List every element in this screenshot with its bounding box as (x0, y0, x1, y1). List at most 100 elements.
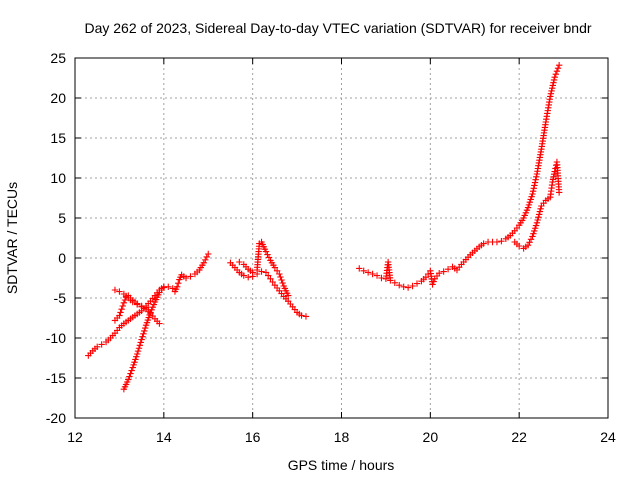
data-point (277, 273, 284, 281)
data-point (547, 90, 555, 97)
data-point (249, 269, 256, 276)
data-point (121, 296, 129, 304)
data-point (156, 320, 163, 327)
data-point (165, 283, 172, 290)
data-point (550, 76, 558, 84)
data-point (276, 270, 283, 278)
x-tick-label: 20 (423, 429, 439, 445)
data-point (396, 282, 403, 289)
data-point (555, 62, 563, 69)
data-point (258, 268, 265, 275)
data-point (529, 190, 536, 198)
data-point (134, 347, 142, 355)
y-axis-label: SDTVAR / TECUs (4, 182, 20, 294)
data-point (525, 201, 533, 209)
data-point (391, 279, 398, 286)
data-point (532, 176, 539, 183)
data-point (527, 236, 535, 243)
data-point (120, 299, 128, 306)
data-point (436, 270, 443, 277)
data-point (553, 68, 561, 75)
grid-lines (75, 58, 608, 418)
data-point (440, 268, 447, 275)
data-point (139, 333, 146, 340)
data-point (535, 214, 542, 221)
data-point (140, 330, 147, 338)
data-point (132, 356, 139, 363)
data-point (285, 292, 292, 299)
data-point (373, 272, 381, 279)
y-tick-label: -5 (54, 290, 67, 306)
x-tick-label: 18 (334, 429, 350, 445)
data-point (548, 87, 555, 95)
data-point (203, 253, 210, 261)
data-point (551, 168, 558, 175)
data-point (175, 280, 182, 287)
y-tick-label: -10 (46, 330, 66, 346)
data-point (498, 238, 505, 245)
data-point (529, 187, 537, 195)
data-point (265, 254, 273, 261)
data-point (126, 373, 133, 380)
data-point (262, 248, 270, 255)
data-point (531, 182, 538, 189)
series-arc-1 (85, 250, 212, 359)
data-point (245, 274, 252, 281)
data-point (387, 277, 394, 284)
data-point (130, 361, 137, 369)
data-point (98, 341, 105, 348)
data-point (137, 339, 144, 346)
data-point (527, 196, 534, 203)
y-tick-label: 0 (58, 250, 66, 266)
data-point (236, 258, 243, 266)
x-tick-label: 24 (600, 429, 616, 445)
data-point (533, 219, 541, 226)
data-point (444, 266, 452, 273)
data-point (515, 242, 523, 250)
data-point (480, 240, 487, 247)
data-point (534, 216, 541, 224)
data-point (430, 278, 437, 285)
data-point (529, 233, 536, 240)
data-point (136, 342, 144, 349)
data-point (240, 272, 247, 279)
y-tick-label: 25 (50, 50, 66, 66)
data-point (528, 193, 535, 200)
data-point (160, 284, 168, 291)
x-tick-label: 16 (245, 429, 261, 445)
data-point (364, 269, 372, 276)
series-arc-7 (356, 62, 563, 291)
data-point (530, 185, 537, 192)
data-point (524, 204, 532, 211)
data-point (141, 327, 148, 335)
x-tick-label: 14 (156, 429, 172, 445)
data-point (116, 288, 123, 295)
data-point (173, 283, 181, 290)
data-point (141, 324, 149, 332)
data-point (187, 273, 194, 280)
data-point (369, 270, 376, 278)
data-point (94, 343, 101, 350)
data-point (360, 267, 367, 274)
y-tick-label: 5 (58, 210, 66, 226)
data-point (554, 65, 562, 72)
data-point (138, 336, 145, 343)
series-arc-8 (511, 158, 563, 252)
data-point (536, 208, 544, 215)
series-arc-6 (236, 238, 292, 299)
series-arc-5 (227, 259, 310, 320)
data-point (356, 265, 363, 272)
data-point (202, 256, 209, 264)
data-point (378, 274, 385, 282)
data-point (532, 222, 540, 229)
data-point (200, 259, 208, 266)
data-point (279, 279, 286, 287)
chart-title: Day 262 of 2023, Sidereal Day-to-day VTE… (84, 20, 591, 36)
data-point (118, 306, 125, 313)
data-point (429, 281, 436, 288)
data-point (413, 280, 421, 287)
data-point (302, 313, 310, 320)
data-point (555, 189, 563, 196)
data-point (264, 251, 271, 258)
